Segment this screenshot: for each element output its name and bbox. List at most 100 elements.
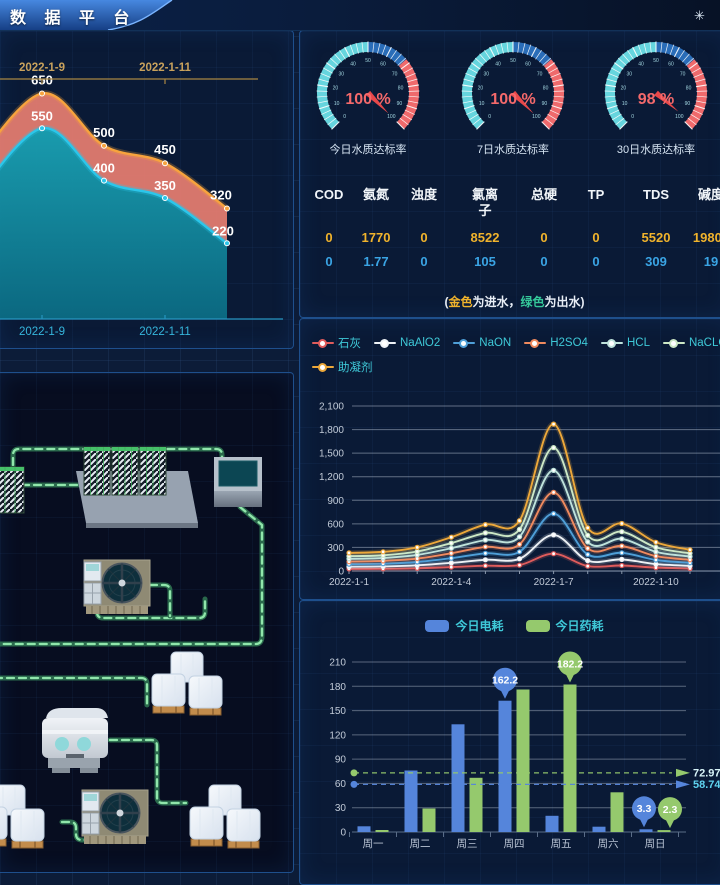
column-header: 总硬 xyxy=(530,187,557,202)
legend-item-H2SO4[interactable]: H2SO4 xyxy=(524,337,588,349)
svg-text:450: 450 xyxy=(154,142,176,157)
svg-text:72.97: 72.97 xyxy=(693,767,720,779)
svg-text:70: 70 xyxy=(537,71,543,77)
bar-callout: 2.3 xyxy=(658,797,682,829)
panel-consumption: 今日电耗 今日药耗 0 30 60 90 120 150 180 210 周一 周二 周三 周四 周五 周六… xyxy=(299,600,720,885)
legend-label: 今日电耗 xyxy=(455,619,504,633)
membrane-rack-unit xyxy=(83,446,111,496)
water-quality-table: COD 0 0 氨氮 1770 1.77 浊度 0 0 氯离子 8522 105 总硬 0 0 TP 0 0 TDS… xyxy=(304,187,720,269)
svg-text:90: 90 xyxy=(397,101,403,107)
svg-text:60: 60 xyxy=(668,61,674,67)
header-banner xyxy=(0,0,173,30)
svg-text:10: 10 xyxy=(479,101,485,107)
svg-text:1,200: 1,200 xyxy=(319,472,344,483)
svg-text:120: 120 xyxy=(329,730,346,741)
svg-text:50: 50 xyxy=(510,58,516,64)
svg-text:10: 10 xyxy=(334,101,340,107)
svg-text:50: 50 xyxy=(653,58,659,64)
gauge-0: 0 10 20 30 40 50 60 70 80 90 100 100 % 今日水质达标率 xyxy=(316,41,420,156)
svg-text:100 %: 100 % xyxy=(345,91,390,108)
area-fill-lower xyxy=(0,128,227,319)
note-part: 为进水， xyxy=(472,295,521,309)
svg-text:30: 30 xyxy=(335,803,347,814)
table-column: 总硬 0 0 xyxy=(520,187,568,269)
legend-item-石灰[interactable]: 石灰 xyxy=(312,335,361,351)
note-part: ( xyxy=(444,295,449,309)
cell-进水: 0 xyxy=(540,230,548,245)
svg-text:周五: 周五 xyxy=(551,838,572,850)
table-column: COD 0 0 xyxy=(304,187,354,269)
bar-callout: 3.3 xyxy=(632,796,656,828)
legend-item-HCL[interactable]: HCL xyxy=(600,337,650,349)
panel-water-quality: 0 10 20 30 40 50 60 70 80 90 100 100 % 今日水质达标率 0 10 20 3… xyxy=(299,30,720,318)
svg-text:60: 60 xyxy=(335,779,347,790)
chemical-bag-pallet-group xyxy=(0,784,45,849)
line-series-NaAlO2 xyxy=(346,532,693,570)
legend-label: H2SO4 xyxy=(550,337,588,349)
line-series-助凝剂 xyxy=(346,421,693,556)
svg-text:2022-1-11: 2022-1-11 xyxy=(139,62,191,74)
legend-label: 今日药耗 xyxy=(555,619,604,633)
column-header: 碱度 xyxy=(697,187,720,202)
legend-item-今日电耗[interactable]: 今日电耗 xyxy=(425,617,504,634)
svg-text:60: 60 xyxy=(380,61,386,67)
svg-text:100 %: 100 % xyxy=(490,91,535,108)
svg-text:周一: 周一 xyxy=(363,838,384,850)
legend-item-今日药耗[interactable]: 今日药耗 xyxy=(525,617,604,634)
svg-text:320: 320 xyxy=(210,188,232,203)
svg-text:600: 600 xyxy=(327,519,344,530)
svg-text:180: 180 xyxy=(329,682,346,693)
header xyxy=(0,0,720,31)
legend-item-助凝剂[interactable]: 助凝剂 xyxy=(312,359,373,375)
gauge-1: 0 10 20 30 40 50 60 70 80 90 100 100 % 7日水质达标率 xyxy=(461,41,565,156)
legend-item-NaON[interactable]: NaON xyxy=(453,337,511,349)
legend-label: HCL xyxy=(626,337,650,349)
panel-inflow-outflow-trend: 650 500 450 320 550 400 350 220 2022-1-9 2022-1-1… xyxy=(0,30,294,349)
legend-item-NaCLO[interactable]: NaCLO xyxy=(662,337,720,349)
line-chart-legend: 石灰 NaAlO2 NaON H2SO4 HCL NaCLO 助凝剂 xyxy=(312,331,720,379)
bar-series-今日电耗 xyxy=(357,700,653,832)
svg-text:80: 80 xyxy=(398,86,404,92)
svg-text:2022-1-9: 2022-1-9 xyxy=(19,326,65,338)
svg-text:80: 80 xyxy=(686,86,692,92)
svg-text:30日水质达标率: 30日水质达标率 xyxy=(617,142,695,156)
legend-label: 助凝剂 xyxy=(338,362,373,374)
gauge-needle xyxy=(510,90,534,114)
table-column: 浊度 0 0 xyxy=(398,187,450,269)
membrane-rack-unit xyxy=(139,446,167,496)
svg-text:30: 30 xyxy=(484,71,490,77)
column-header: TDS xyxy=(643,187,669,202)
legend-item-NaAlO2[interactable]: NaAlO2 xyxy=(374,337,440,349)
svg-text:7日水质达标率: 7日水质达标率 xyxy=(477,142,549,156)
svg-text:2022-1-4: 2022-1-4 xyxy=(431,577,471,588)
svg-text:2022-1-7: 2022-1-7 xyxy=(534,577,574,588)
panel-plant-3d-map xyxy=(0,372,294,873)
legend-marker xyxy=(453,338,476,348)
bar-series-今日药耗 xyxy=(375,684,671,832)
table-note: (金色为进水，绿色为出水) xyxy=(300,293,720,310)
legend-marker xyxy=(662,338,685,348)
svg-text:182.2: 182.2 xyxy=(557,658,583,670)
svg-text:900: 900 xyxy=(327,496,344,507)
cell-出水: 0 xyxy=(325,254,333,269)
membrane-rack-unit xyxy=(111,446,139,496)
legend-label: 石灰 xyxy=(338,338,361,350)
legend-marker xyxy=(312,362,334,372)
chemical-bag-pallet-group xyxy=(189,784,261,849)
bar-callout: 162.2 xyxy=(492,667,518,699)
legend-label: NaAlO2 xyxy=(400,337,441,349)
legend-marker xyxy=(524,338,547,348)
cell-进水: 1770 xyxy=(361,230,391,245)
svg-text:162.2: 162.2 xyxy=(492,675,518,687)
svg-text:0: 0 xyxy=(488,114,491,120)
line-series-NaCLO xyxy=(346,444,693,559)
clarifier-tank xyxy=(82,558,152,616)
svg-text:98 %: 98 % xyxy=(638,91,674,108)
column-header: COD xyxy=(314,187,344,202)
svg-text:10: 10 xyxy=(622,101,628,107)
dosing-line-chart: 0 300 600 900 1,200 1,500 1,800 2,100 2022-1-1 20… xyxy=(319,402,720,588)
svg-text:210: 210 xyxy=(329,658,346,669)
svg-text:30: 30 xyxy=(627,71,633,77)
table-column: TP 0 0 xyxy=(568,187,624,269)
